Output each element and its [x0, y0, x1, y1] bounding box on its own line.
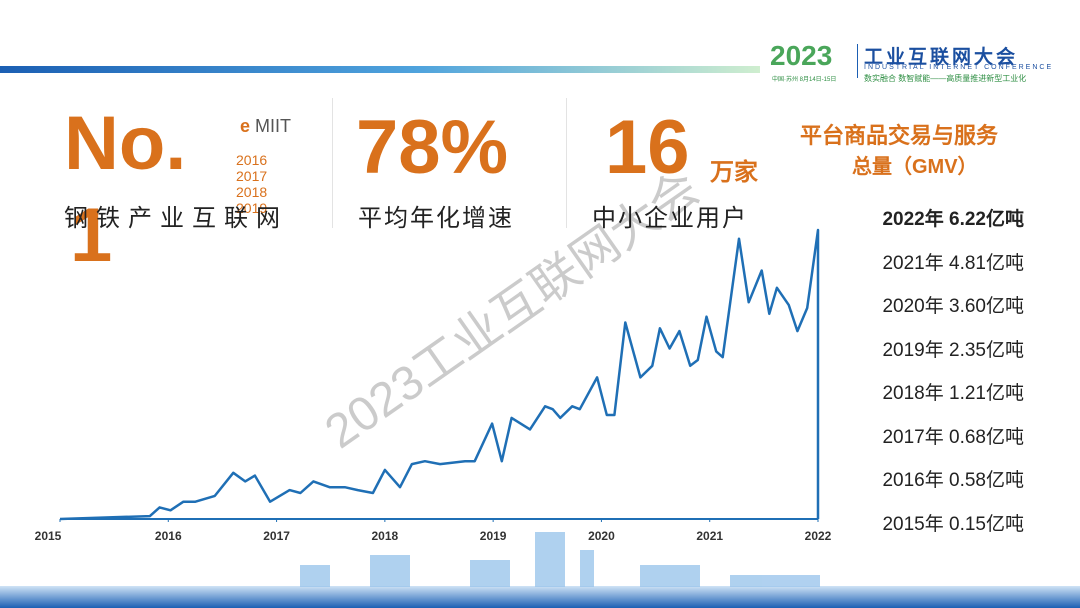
logo-title: 工业互联网大会	[864, 47, 1019, 68]
stat-value: 78%	[356, 105, 509, 190]
watermark: 2023工业互联网大会	[316, 162, 709, 459]
stat-value: 16	[605, 105, 690, 190]
stat-unit: 万家	[710, 159, 758, 186]
gmv-item: 2017年 0.68亿吨	[882, 426, 1024, 448]
year: 2019	[236, 200, 268, 216]
x-tick-label: 2021	[696, 529, 723, 543]
stat-value: 1	[70, 193, 113, 278]
x-tick-label: 2016	[155, 529, 182, 543]
logo-en: INDUSTRIAL INTERNET CONFERENCE	[864, 64, 1054, 71]
gmv-item: 2022年 6.22亿吨	[882, 209, 1024, 230]
years: 2016 2017 2018 2019	[236, 152, 267, 216]
gmv-item: 2020年 3.60亿吨	[882, 296, 1024, 317]
x-tick-label: 2018	[372, 529, 399, 543]
gmv-subtitle: 总量（GMV）	[852, 156, 978, 178]
logo-year: 2023	[770, 40, 833, 71]
gmv-item: 2015年 0.15亿吨	[882, 513, 1024, 535]
year: 2017	[236, 168, 268, 184]
gmv-item: 2018年 1.21亿吨	[882, 383, 1024, 404]
x-tick-label: 2020	[588, 529, 615, 543]
stat-label: 钢铁产业互联网	[64, 205, 288, 232]
skyline	[300, 532, 820, 587]
badge-text: MIIT	[255, 116, 292, 136]
year: 2018	[236, 184, 268, 200]
stat-label: 平均年化增速	[358, 205, 514, 232]
stat-value: No.	[64, 101, 187, 186]
logo-place: 中国·苏州 8月14日-15日	[772, 77, 837, 83]
year: 2016	[236, 152, 268, 168]
footer-band	[0, 586, 1080, 608]
gmv-title: 平台商品交易与服务	[800, 123, 999, 148]
badge: e MIIT	[240, 116, 292, 136]
data-line	[59, 228, 820, 521]
gmv-item: 2016年 0.58亿吨	[882, 470, 1024, 491]
logo-slogan: 数实融合 数智赋能——高质量推进新型工业化	[864, 74, 1027, 83]
x-tick-label: 2015	[35, 529, 62, 543]
header-bar	[0, 66, 760, 73]
stat-label: 中小企业用户	[592, 205, 748, 232]
gmv-item: 2021年 4.81亿吨	[882, 252, 1024, 274]
gmv-item: 2019年 2.35亿吨	[882, 339, 1024, 361]
logo-divider	[857, 44, 858, 78]
separator	[332, 98, 333, 228]
separator	[566, 98, 567, 228]
x-tick-label: 2022	[805, 529, 832, 543]
x-tick-label: 2019	[480, 529, 507, 543]
x-tick-label: 2017	[263, 529, 290, 543]
